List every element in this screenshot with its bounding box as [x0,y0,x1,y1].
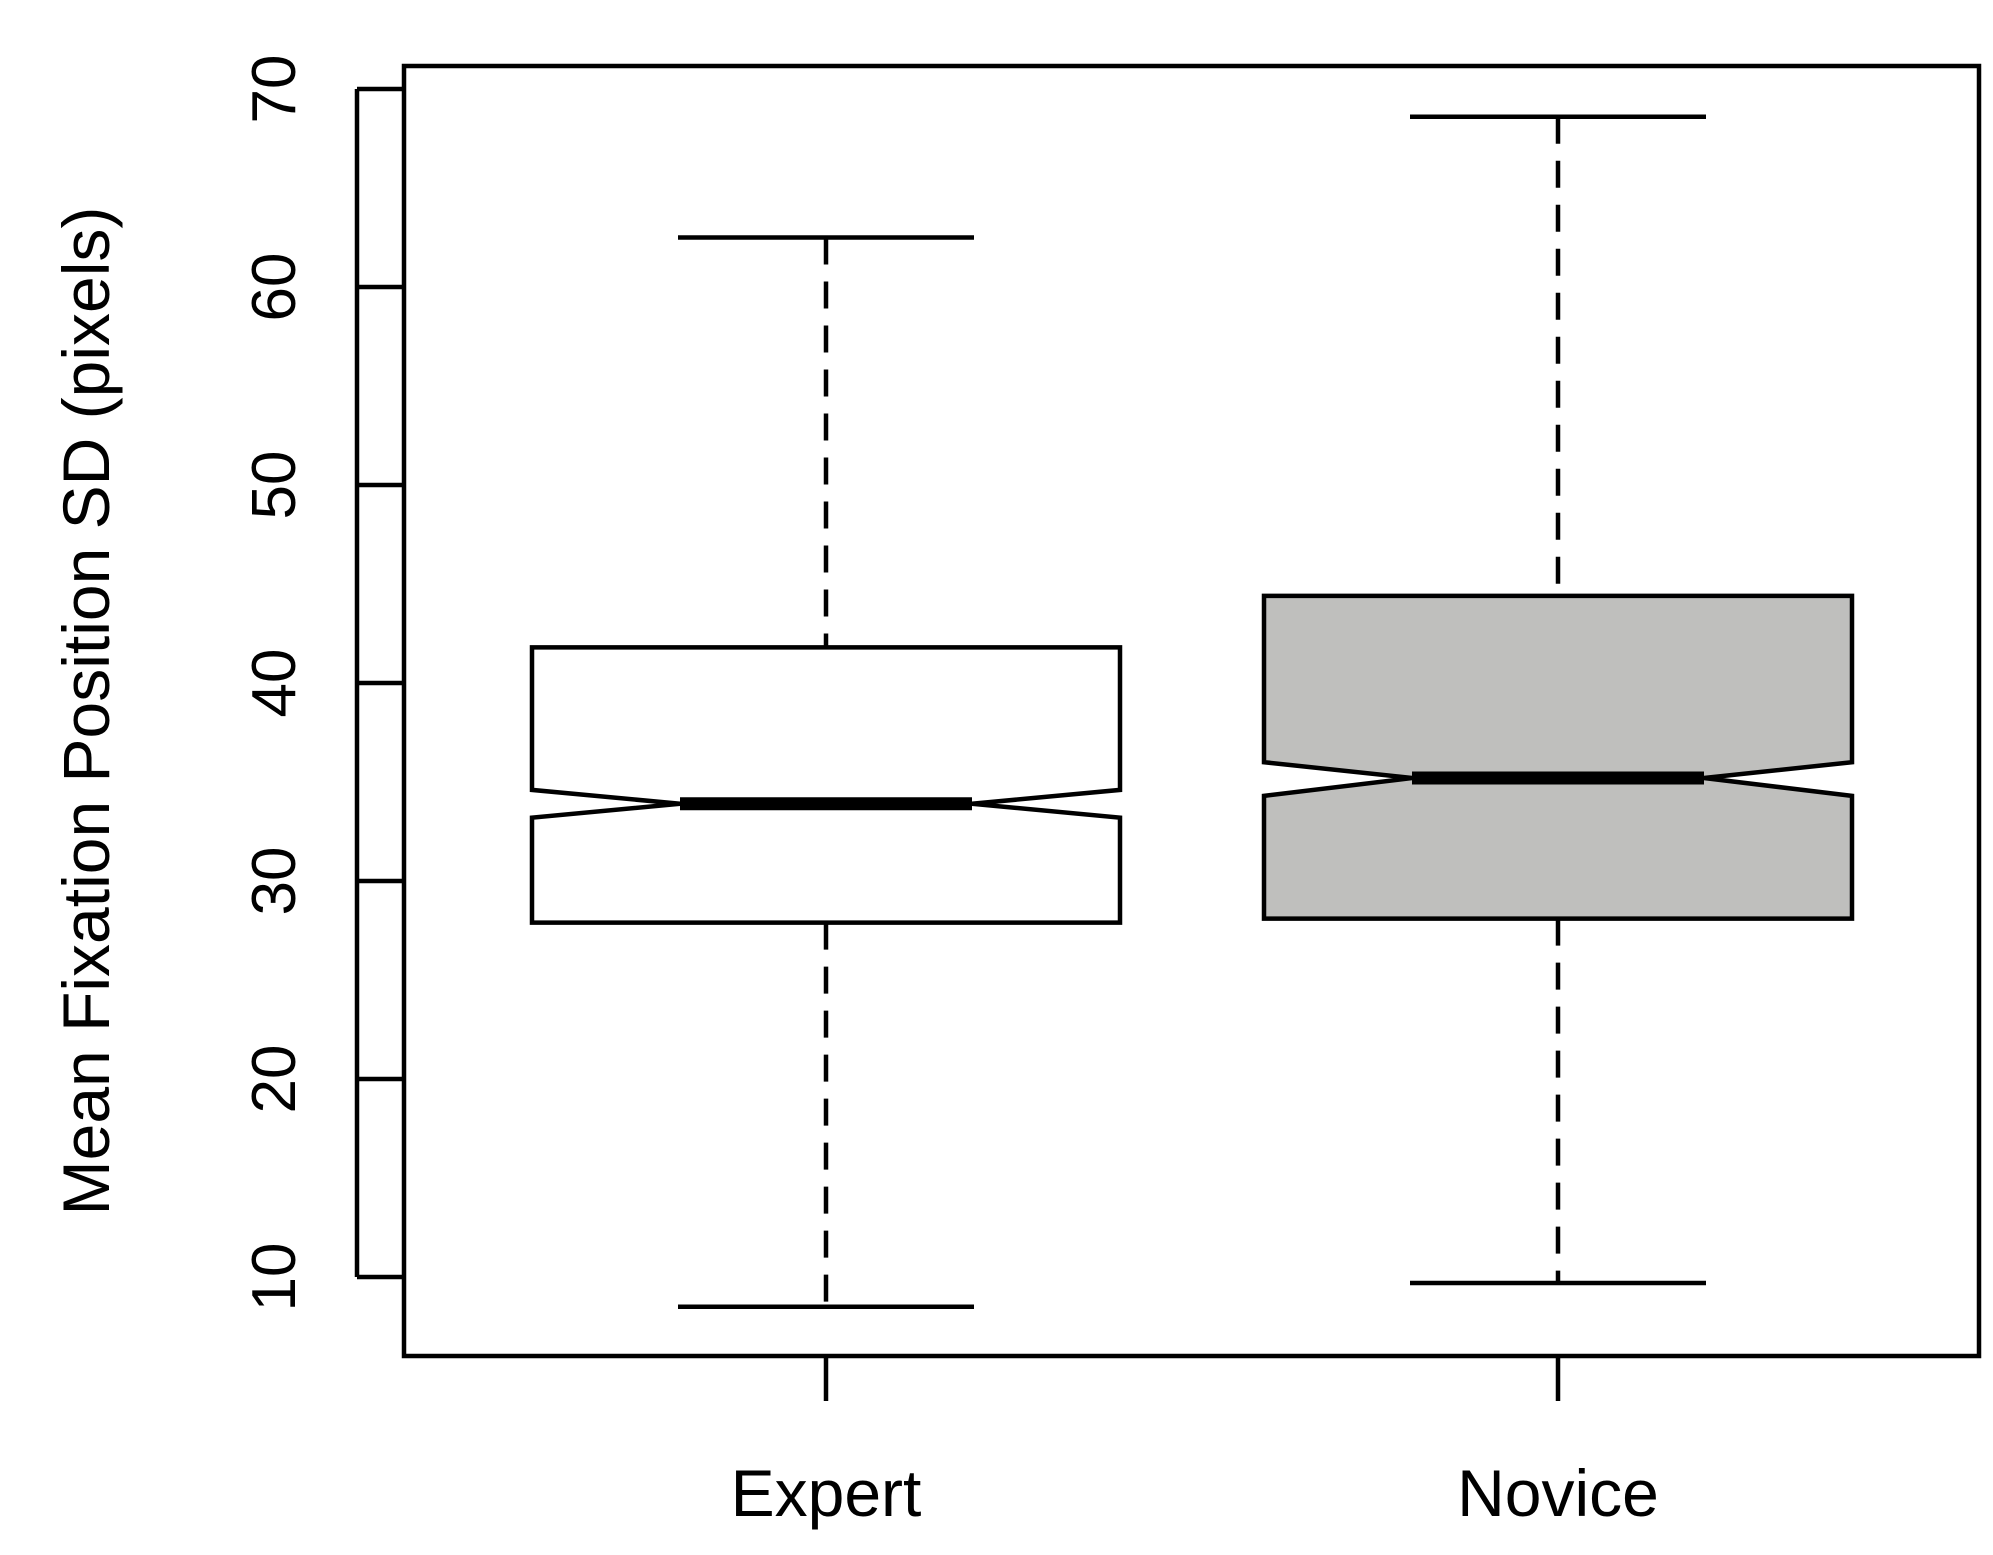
box-expert [529,235,1123,1309]
notched-box [529,645,1123,925]
y-tick-label: 20 [240,1045,309,1114]
notched-box [1261,593,1855,921]
y-tick-label: 60 [240,253,309,322]
plot-frame [401,63,1982,1359]
y-axis-title: Mean Fixation Position SD (pixels) [49,207,123,1216]
y-tick-label: 50 [240,451,309,520]
x-category-label: Novice [1457,1456,1659,1530]
y-tick-label: 40 [240,649,309,718]
box-novice [1261,114,1855,1286]
plot-layer [529,114,1855,1309]
y-tick-label: 70 [240,55,309,124]
y-axis: 10 20 30 40 50 60 70 [240,55,404,1312]
x-category-label: Expert [731,1456,922,1530]
y-tick-label: 30 [240,847,309,916]
y-tick-label: 10 [240,1243,309,1312]
x-axis: Expert Novice [731,1356,1659,1530]
